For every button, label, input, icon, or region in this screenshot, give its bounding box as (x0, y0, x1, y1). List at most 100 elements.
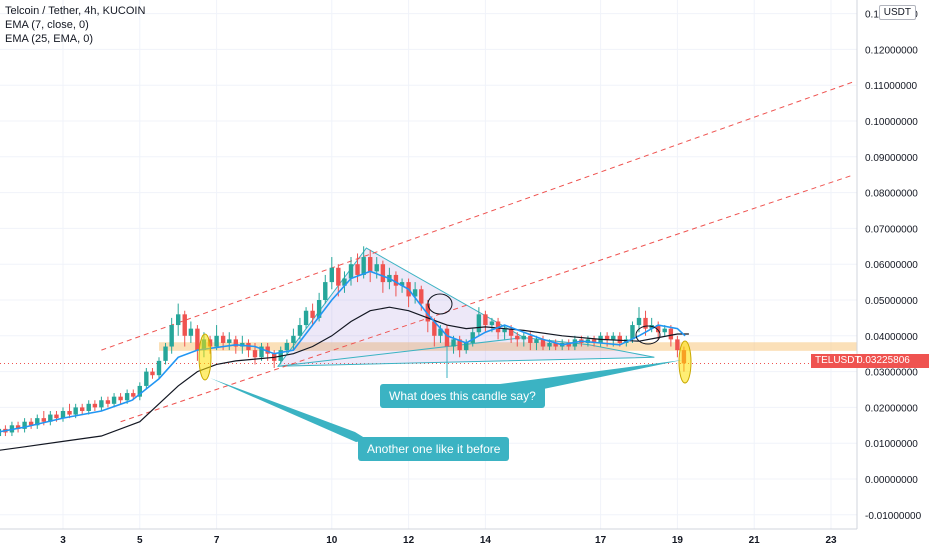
candle-body (169, 325, 174, 347)
candle-body (124, 393, 130, 401)
candle-body (476, 314, 482, 333)
y-tick-label: 0.01000000 (865, 439, 918, 450)
ema-slow-label: EMA (25, EMA, 0) (5, 33, 94, 45)
candle-body (662, 328, 667, 333)
candle-body (73, 407, 78, 415)
candle-body (464, 342, 469, 351)
candle-body (355, 264, 360, 275)
candle-body (393, 274, 399, 286)
candle-body (566, 342, 571, 347)
candle-body (233, 339, 238, 347)
candle-body (451, 339, 456, 347)
callout-candle-question[interactable]: What does this candle say? (380, 384, 545, 408)
x-tick-label: 7 (214, 535, 220, 546)
candle-body (489, 321, 495, 326)
candle-body (342, 278, 347, 286)
candle-body (528, 335, 533, 343)
candle-body (540, 339, 546, 347)
y-tick-label: 0.11000000 (865, 81, 918, 92)
triangle-inner-line (277, 337, 524, 367)
chart-legend: Telcoin / Tether, 4h, KUCOIN EMA (7, clo… (5, 4, 145, 46)
candle-body (348, 264, 354, 279)
x-tick-label: 21 (749, 535, 761, 546)
candle-body (48, 414, 53, 422)
circle-mark-2 (635, 325, 661, 345)
currency-button[interactable]: USDT (878, 5, 916, 20)
trend-lines (101, 81, 855, 423)
candle-body (457, 339, 462, 351)
candle-body (265, 346, 270, 354)
candle-body (111, 396, 117, 404)
candle-body (99, 400, 104, 408)
y-tick-label: 0.04000000 (865, 332, 918, 343)
price-tag-symbol: TELUSDT (815, 355, 861, 366)
candle-body (118, 396, 123, 401)
ema-fast-label: EMA (7, close, 0) (5, 19, 89, 31)
candle-body (259, 346, 264, 358)
y-tick-label: 0.00000000 (865, 475, 918, 486)
candle-body (668, 328, 674, 340)
candle-body (534, 339, 539, 343)
y-tick-label: -0.01000000 (865, 511, 922, 522)
y-tick-label: 0.05000000 (865, 296, 918, 307)
candle-body (41, 418, 46, 422)
candle-body (144, 371, 149, 386)
x-tick-label: 19 (672, 535, 684, 546)
x-tick-label: 17 (595, 535, 607, 546)
price-tag-value: 0.03225806 (857, 355, 910, 366)
candle-body (470, 332, 475, 343)
candle-body (297, 325, 303, 336)
candle-body (380, 264, 386, 283)
callout-another-one[interactable]: Another one like it before (358, 437, 510, 461)
support-zone (0, 342, 857, 365)
x-tick-label: 5 (137, 535, 143, 546)
candle-body (252, 350, 258, 358)
candle-body (361, 257, 366, 275)
candle-body (553, 342, 558, 347)
ema-slow-line (0, 306, 689, 451)
candle-body (521, 335, 526, 340)
highlight-ellipse-right (678, 340, 692, 384)
price-axis-bg (857, 0, 932, 550)
candle-body (412, 289, 418, 297)
time-axis-bg (0, 529, 932, 550)
candle-body (502, 328, 507, 333)
current-price-tag: TELUSDT0.03225806 (811, 354, 929, 368)
y-tick-label: 0.10000000 (865, 117, 918, 128)
trend-line-upper (101, 81, 855, 351)
annotation-marks (198, 293, 692, 442)
candle-body (220, 335, 226, 343)
candle-body (182, 314, 187, 336)
candle-body (86, 403, 91, 411)
x-tick-label: 10 (326, 535, 338, 546)
candle-body (163, 346, 168, 361)
candle-body (508, 328, 514, 336)
candle-body (604, 335, 610, 340)
price-axis: 0.130000000.120000000.110000000.10000000… (856, 0, 932, 550)
pointer-line-2 (210, 378, 368, 442)
pointer-line-3 (500, 360, 682, 396)
candle-body (630, 325, 635, 340)
y-tick-label: 0.02000000 (865, 403, 918, 414)
candle-body (303, 310, 309, 326)
candle-body (425, 303, 430, 322)
candle-body (28, 421, 34, 426)
candle-body (284, 342, 290, 351)
candle-body (214, 335, 219, 347)
x-tick-label: 12 (403, 535, 415, 546)
candle-body (176, 314, 181, 326)
candle-body (636, 317, 642, 326)
y-tick-label: 0.08000000 (865, 189, 918, 200)
x-tick-label: 23 (825, 535, 837, 546)
candle-body (156, 360, 162, 376)
candle-body (368, 257, 373, 272)
candle-body (419, 289, 424, 304)
candle-body (188, 328, 194, 336)
candle-body (611, 335, 616, 340)
candle-body (432, 321, 437, 336)
circle-mark-1 (427, 293, 453, 315)
highlight-ellipse-left (198, 333, 212, 381)
y-tick-label: 0.06000000 (865, 260, 918, 271)
candle-body (329, 267, 334, 283)
